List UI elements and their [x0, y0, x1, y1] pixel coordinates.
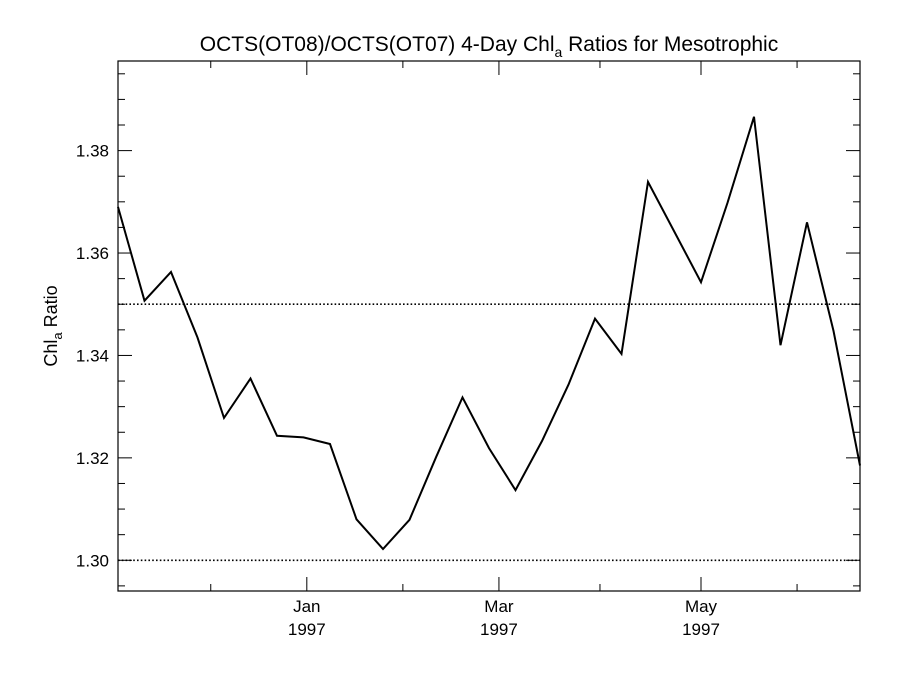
chart-title: OCTS(OT08)/OCTS(OT07) 4-Day Chla Ratios …	[200, 33, 778, 60]
plot-area: 1.30 1.32 1.34 1.36 1.38 Jan 1997 Mar 1997 May 199…	[76, 60, 861, 639]
y-tick-label: 1.36	[76, 244, 109, 263]
x-tick-label-year: 1997	[288, 620, 326, 639]
x-tick-label-year: 1997	[480, 620, 518, 639]
y-axis-label-subscript: a	[50, 332, 65, 340]
x-tick-label-month: May	[685, 597, 718, 616]
y-tick-label: 1.34	[76, 346, 109, 365]
chart-title-rest: Ratios for Mesotrophic	[562, 33, 778, 56]
chart-title-subscript: a	[555, 44, 563, 60]
x-tick-label-month: Mar	[484, 597, 514, 616]
plot-frame	[117, 60, 861, 592]
x-tick-label-month: Jan	[293, 597, 320, 616]
y-tick-label: 1.30	[76, 551, 109, 570]
series-line-0	[117, 116, 861, 551]
y-axis-label: Chla Ratio	[41, 285, 65, 366]
chart-title-main: OCTS(OT08)/OCTS(OT07) 4-Day Chl	[200, 33, 555, 56]
y-axis-label-main: Chl	[41, 340, 61, 367]
y-axis-label-rest: Ratio	[41, 285, 61, 332]
y-tick-label: 1.38	[76, 142, 109, 161]
x-tick-label-year: 1997	[682, 620, 720, 639]
y-tick-label: 1.32	[76, 449, 109, 468]
